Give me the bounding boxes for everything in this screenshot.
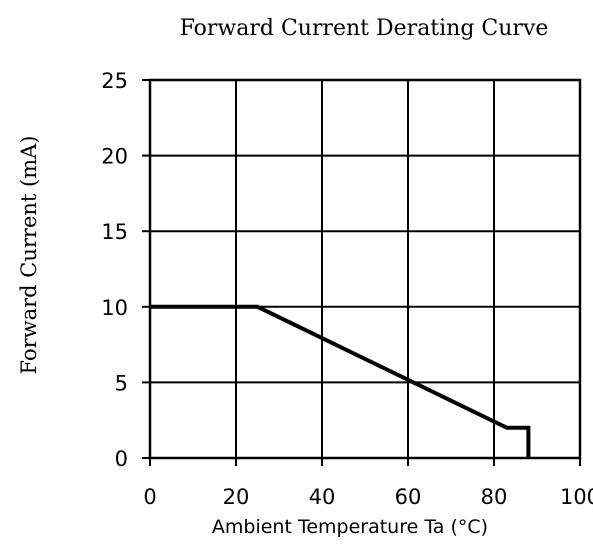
derating-curve-line — [150, 304, 531, 458]
y-tick-label: 10 — [101, 296, 128, 320]
x-tick-label: 80 — [481, 485, 508, 509]
x-tick-label: 60 — [395, 485, 422, 509]
grid — [149, 79, 581, 459]
labels: Forward Current Derating Curve Ambient T… — [17, 16, 593, 538]
x-tick-label: 40 — [309, 485, 336, 509]
x-axis-label: Ambient Temperature Ta (°C) — [212, 516, 488, 538]
y-tick-label: 25 — [101, 69, 128, 93]
y-axis-label: Forward Current (mA) — [17, 136, 41, 375]
y-tick-label: 20 — [101, 145, 128, 169]
y-tick-label: 15 — [101, 220, 128, 244]
y-tick-label: 0 — [115, 447, 128, 471]
x-tick-label: 20 — [223, 485, 250, 509]
plot-frame — [148, 78, 582, 460]
x-tick-label: 0 — [143, 485, 156, 509]
series — [150, 304, 531, 458]
y-tick-label: 5 — [115, 371, 128, 395]
chart-title: Forward Current Derating Curve — [180, 16, 549, 41]
axes — [142, 78, 582, 466]
x-tick-label: 100 — [560, 485, 593, 509]
